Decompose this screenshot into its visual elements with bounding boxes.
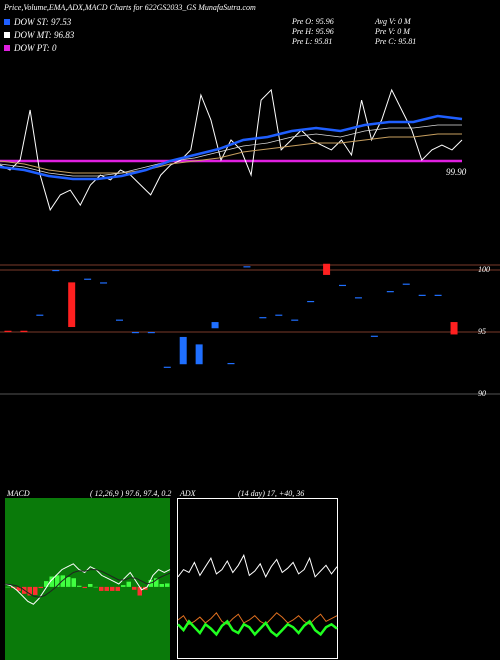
- candle-body: [323, 263, 331, 275]
- legend-item: DOW MT: 96.83: [4, 30, 74, 40]
- candle-body: [84, 278, 92, 280]
- histogram-bar: [126, 581, 131, 587]
- histogram-bar: [33, 586, 38, 595]
- panel-subtitle: ( 12,26,9 ) 97.6, 97.4, 0.2: [90, 489, 171, 498]
- adx-panel: [177, 498, 338, 659]
- histogram-bar: [27, 586, 32, 596]
- series-line: [4, 569, 171, 598]
- info-text: Pre C: 95.81: [375, 37, 417, 46]
- y-tick-label: 90: [478, 389, 486, 398]
- legend-swatch: [4, 19, 10, 25]
- series-line: [0, 88, 463, 212]
- series-line: [177, 619, 338, 638]
- panel-title: ADX: [179, 489, 197, 498]
- candle-body: [179, 336, 187, 365]
- legend-item: DOW PT: 0: [4, 43, 57, 53]
- histogram-bar: [60, 575, 65, 587]
- histogram-bar: [66, 577, 71, 587]
- panel-subtitle: (14 day) 17, +40, 36: [238, 489, 304, 498]
- candle-body: [339, 284, 347, 287]
- macd-panel: [5, 498, 170, 660]
- y-tick-label: 95: [478, 327, 486, 336]
- histogram-bar: [132, 586, 137, 590]
- histogram-bar: [71, 578, 76, 587]
- histogram-bar: [159, 584, 164, 587]
- candle-body: [275, 314, 283, 316]
- histogram-bar: [99, 586, 104, 591]
- candle-body: [354, 297, 362, 299]
- candle-body: [307, 300, 315, 303]
- candle-body: [450, 322, 458, 335]
- candle-body: [100, 282, 108, 284]
- series-line: [0, 114, 463, 181]
- info-text: Avg V: 0 M: [375, 17, 411, 26]
- candle-body: [370, 335, 378, 337]
- candle-body: [4, 330, 12, 332]
- histogram-bar: [154, 578, 159, 587]
- candle-body: [52, 269, 60, 272]
- histogram-bar: [82, 586, 87, 589]
- series-line: [177, 553, 338, 578]
- y-tick-label: 100: [478, 265, 490, 274]
- candle-body: [243, 266, 251, 268]
- info-text: Pre O: 95.96: [292, 17, 334, 26]
- candle-body: [147, 331, 155, 334]
- candle-body: [386, 291, 394, 293]
- histogram-bar: [110, 586, 115, 591]
- candle-body: [195, 344, 203, 365]
- candle-body: [227, 362, 235, 365]
- candle-body: [20, 330, 28, 332]
- candle-body: [36, 314, 44, 316]
- histogram-bar: [16, 586, 21, 591]
- legend-swatch: [4, 45, 10, 51]
- candle-body: [291, 319, 299, 321]
- legend-label: DOW PT: 0: [14, 43, 57, 53]
- histogram-bar: [44, 581, 49, 587]
- histogram-bar: [121, 585, 126, 587]
- histogram-bar: [93, 586, 98, 588]
- histogram-bar: [77, 585, 82, 587]
- series-line: [0, 133, 462, 174]
- histogram-bar: [5, 586, 10, 588]
- series-line: [0, 124, 462, 177]
- info-text: Pre L: 95.81: [292, 37, 333, 46]
- histogram-bar: [88, 584, 93, 587]
- legend-label: DOW ST: 97.53: [14, 17, 72, 27]
- histogram-bar: [49, 576, 54, 587]
- panel-title: MACD: [6, 489, 30, 498]
- legend-swatch: [4, 32, 10, 38]
- candle-body: [259, 317, 267, 319]
- page-title: Price,Volume,EMA,ADX,MACD Charts for 622…: [4, 3, 256, 12]
- candle-body: [434, 294, 442, 296]
- reference-label: 99.90: [446, 167, 467, 177]
- histogram-bar: [137, 586, 142, 596]
- candle-body: [211, 322, 219, 329]
- histogram-bar: [115, 586, 120, 591]
- candle-body: [131, 331, 139, 334]
- histogram-bar: [55, 575, 60, 587]
- series-line: [4, 563, 171, 605]
- candle-body: [418, 294, 426, 296]
- candle-body: [163, 366, 171, 368]
- info-text: Pre V: 0 M: [375, 27, 410, 36]
- candle-body: [68, 282, 76, 328]
- candle-body: [402, 283, 410, 285]
- info-text: Pre H: 95.96: [292, 27, 334, 36]
- legend-item: DOW ST: 97.53: [4, 17, 71, 27]
- histogram-bar: [165, 583, 170, 587]
- histogram-bar: [38, 586, 43, 589]
- histogram-bar: [104, 586, 109, 591]
- candle-body: [115, 319, 123, 321]
- legend-label: DOW MT: 96.83: [14, 30, 75, 40]
